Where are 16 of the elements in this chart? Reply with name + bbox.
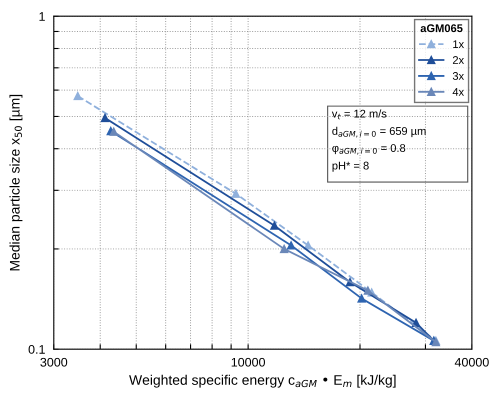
annotation: φ$_{aGM,i=0}$ = 0.8 [332, 144, 406, 155]
annotation: v$_{t}$ = 12 m/s [332, 109, 386, 120]
legend-title: aGM065 [420, 24, 463, 32]
y-tick-label: 1 [39, 12, 45, 21]
x-tick-label: 3000 [40, 358, 68, 367]
annotation: pH* = 8 [332, 162, 369, 172]
y-axis-title: Median particle size x$_{50}$ [µm] [9, 94, 22, 270]
legend-label: 4x [452, 88, 464, 96]
x-tick-label: 40000 [454, 358, 489, 367]
legend-label: 1x [453, 40, 464, 48]
y-tick-label: 0.1 [28, 344, 45, 354]
x-axis-title: Weighted specific energy c$_{aGM}$ • E$_{m}$ [kJ/kg] [129, 374, 396, 388]
legend-label: 2x [452, 56, 464, 64]
annotation: d$_{aGM,i=0}$ = 659 µm [332, 126, 426, 138]
x-tick-label: 10000 [232, 358, 266, 367]
legend-label: 3x [452, 72, 464, 80]
